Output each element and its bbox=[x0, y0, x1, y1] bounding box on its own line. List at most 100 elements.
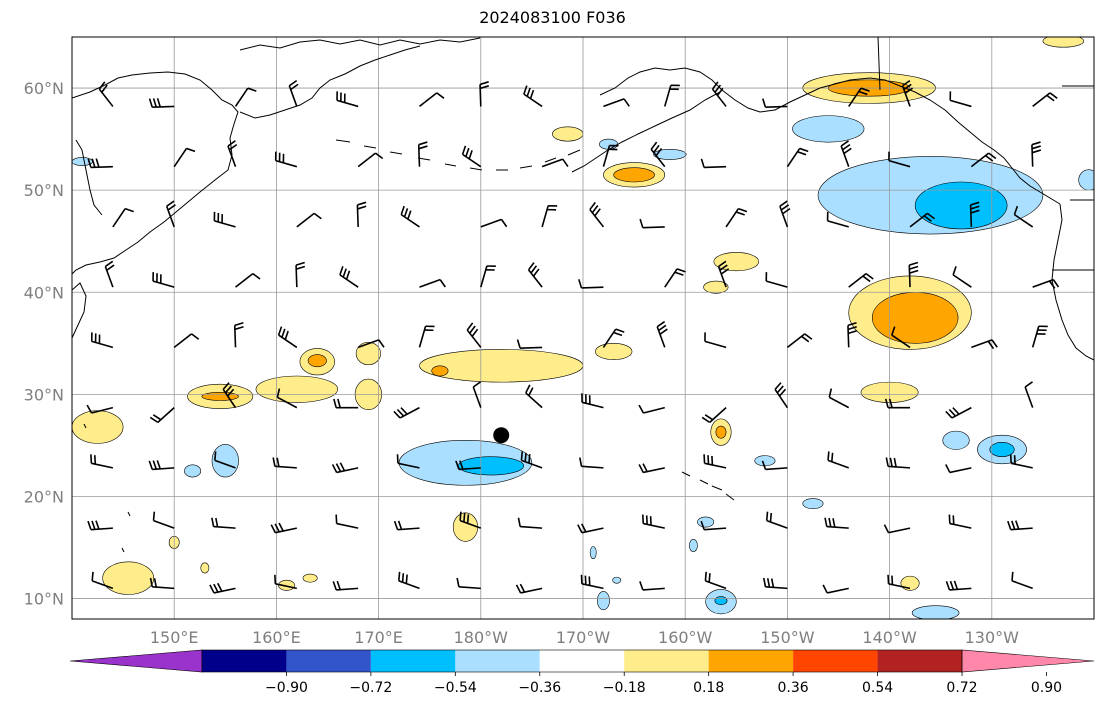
wind-barbs bbox=[86, 79, 1060, 594]
coastline-chukotka bbox=[239, 45, 421, 119]
contour-neg1-2 bbox=[792, 115, 865, 143]
wind-barb bbox=[603, 98, 630, 108]
wind-barb bbox=[517, 517, 543, 529]
wind-barb bbox=[152, 272, 175, 288]
wind-barb bbox=[888, 151, 911, 168]
wind-barb bbox=[356, 201, 367, 227]
wind-barb bbox=[1024, 381, 1034, 408]
wind-barb bbox=[274, 151, 298, 168]
wind-barb bbox=[908, 261, 919, 288]
wind-barb bbox=[909, 212, 936, 228]
lat-tick-label: 40°N bbox=[24, 283, 64, 302]
lon-tick-label: 160°E bbox=[252, 628, 301, 647]
wind-barb bbox=[112, 207, 134, 228]
contour-pos1-38 bbox=[200, 562, 210, 574]
wind-barb bbox=[288, 79, 299, 107]
contour-pos1-34 bbox=[452, 512, 479, 542]
wind-barb bbox=[822, 584, 849, 594]
wind-barb bbox=[779, 200, 791, 228]
wind-barb bbox=[602, 328, 625, 348]
wind-barb bbox=[847, 322, 858, 348]
wind-barb bbox=[762, 577, 788, 590]
colorbar-extend-high bbox=[961, 649, 1095, 673]
contour-neg1-33 bbox=[802, 498, 824, 510]
wind-barb bbox=[824, 517, 849, 529]
wind-barb bbox=[396, 454, 420, 469]
wind-barb bbox=[455, 460, 481, 471]
wind-barb bbox=[525, 384, 543, 409]
coastline-canada-west bbox=[1051, 203, 1094, 361]
wind-barb bbox=[761, 460, 788, 471]
lon-tick-label: 130°W bbox=[965, 628, 1020, 647]
wind-barb bbox=[1032, 278, 1060, 289]
wind-barb bbox=[581, 393, 604, 409]
colorbar-segment bbox=[286, 650, 371, 672]
wind-barb bbox=[883, 524, 911, 534]
colorbar-segment bbox=[539, 650, 625, 672]
wind-barb bbox=[765, 272, 788, 288]
border-alaska-canada bbox=[877, 37, 881, 91]
wind-barb bbox=[1011, 571, 1033, 590]
wind-barb bbox=[578, 279, 604, 289]
colorbar-segment bbox=[877, 650, 962, 672]
wind-barb bbox=[704, 332, 727, 349]
wind-barb bbox=[828, 388, 850, 409]
contour-neg1-54 bbox=[1078, 169, 1094, 191]
coastline-islands-west bbox=[83, 423, 131, 553]
wind-barb bbox=[515, 583, 543, 594]
wind-barb bbox=[339, 266, 359, 288]
wind-barb bbox=[90, 454, 114, 469]
coastline-siberia-north bbox=[239, 37, 481, 51]
contour-pos1-14 bbox=[713, 252, 760, 272]
wind-barb bbox=[479, 81, 490, 107]
contour-neg1-32 bbox=[754, 455, 776, 467]
wind-barb bbox=[711, 81, 727, 107]
wind-barb bbox=[459, 511, 482, 529]
wind-barb bbox=[227, 140, 238, 167]
contour-neg2-44 bbox=[714, 596, 728, 606]
wind-barb bbox=[602, 144, 619, 167]
lon-tick-label: 170°E bbox=[354, 628, 403, 647]
coastline-alaska-peninsula bbox=[571, 91, 721, 173]
contour-pos2-12 bbox=[613, 167, 655, 183]
wind-barb bbox=[336, 91, 359, 108]
wind-barb bbox=[87, 158, 113, 169]
wind-barb bbox=[274, 574, 298, 590]
wind-barb bbox=[276, 388, 298, 409]
wind-barb bbox=[165, 200, 176, 228]
wind-barb bbox=[400, 205, 420, 228]
wind-barb bbox=[639, 581, 665, 591]
wind-barb bbox=[1007, 520, 1033, 531]
contour-pos2-17 bbox=[431, 365, 449, 377]
wind-barb bbox=[98, 81, 114, 107]
coastlines bbox=[72, 37, 1094, 553]
wind-barb bbox=[541, 158, 569, 168]
wind-barb bbox=[222, 382, 237, 409]
lat-tick-label: 10°N bbox=[24, 590, 64, 609]
contour-pos1-25 bbox=[594, 343, 633, 360]
wind-barb bbox=[945, 580, 972, 591]
wind-barb bbox=[272, 457, 297, 469]
wind-barb bbox=[786, 333, 813, 349]
map-frame bbox=[71, 36, 1095, 620]
colorbar-label: 0.36 bbox=[778, 680, 809, 696]
wind-barb bbox=[149, 407, 175, 424]
wind-barb bbox=[1031, 325, 1048, 348]
wind-barb bbox=[418, 92, 445, 108]
wind-barb bbox=[641, 514, 665, 529]
wind-barb bbox=[152, 511, 175, 529]
wind-barb bbox=[393, 520, 420, 531]
wind-barb bbox=[173, 333, 200, 349]
lon-tick-label: 180°W bbox=[454, 628, 509, 647]
contour-neg1-49 bbox=[911, 605, 960, 619]
wind-barb bbox=[969, 201, 980, 227]
wind-barb bbox=[332, 580, 359, 591]
contour-neg1-53 bbox=[653, 149, 687, 160]
storm-marker-layer bbox=[493, 427, 510, 444]
colorbar-label: −0.18 bbox=[603, 680, 646, 696]
wind-barb bbox=[970, 152, 997, 168]
wind-barb bbox=[173, 147, 196, 168]
lon-tick-label: 160°W bbox=[658, 628, 713, 647]
wind-barb bbox=[1032, 92, 1058, 108]
